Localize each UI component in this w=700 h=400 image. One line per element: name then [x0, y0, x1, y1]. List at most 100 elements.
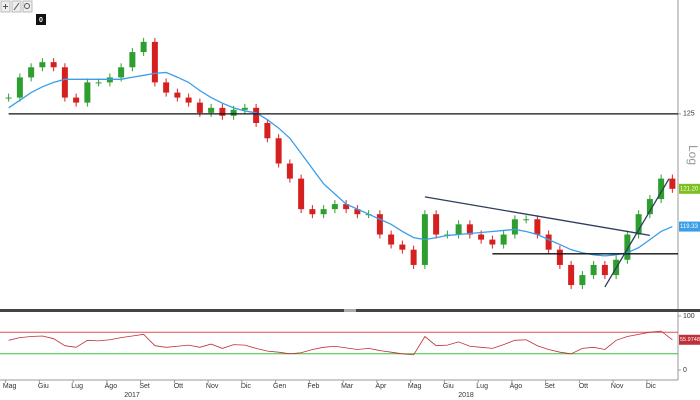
tool-zoom[interactable]	[22, 0, 33, 13]
panel-handle[interactable]	[344, 309, 356, 312]
x-tick-label: Set	[544, 383, 555, 390]
candle	[455, 224, 462, 235]
candle	[28, 67, 35, 78]
candle	[320, 209, 327, 215]
candle	[568, 264, 575, 286]
x-tick-label: Nov	[206, 383, 219, 390]
candle	[579, 275, 586, 286]
candle	[129, 52, 136, 68]
candle	[73, 97, 80, 103]
x-tick-label: Gen	[273, 383, 286, 390]
candle	[646, 199, 653, 215]
candle	[208, 107, 215, 113]
last-value-box	[679, 183, 700, 194]
candle	[230, 109, 237, 116]
candle	[624, 234, 631, 260]
x-tick-label: Ago	[510, 383, 523, 390]
icon	[13, 2, 20, 11]
x-tick-label: Ott	[174, 383, 183, 390]
candle	[163, 82, 170, 93]
rsi-line	[8, 330, 673, 356]
rsi-last-box	[679, 334, 700, 345]
candle	[410, 249, 417, 265]
year-label: 2017	[124, 392, 140, 399]
last-value-label: 121.20	[680, 186, 699, 192]
candle	[118, 67, 125, 78]
candle	[298, 178, 305, 210]
candle	[5, 97, 12, 99]
candle	[534, 219, 541, 235]
candle	[511, 219, 518, 235]
candle	[489, 239, 496, 245]
x-tick-label: Nov	[611, 383, 624, 390]
x-tick-label: Mar	[341, 383, 354, 390]
trendline	[424, 196, 650, 236]
candle	[39, 62, 46, 68]
candle	[669, 178, 676, 189]
candle	[95, 82, 102, 84]
candle	[343, 204, 350, 210]
candle	[16, 77, 23, 98]
toolbar: 0	[0, 0, 46, 25]
candle	[185, 97, 192, 103]
candle	[275, 138, 282, 164]
x-tick-label: Apr	[375, 383, 387, 390]
candle	[545, 234, 552, 250]
last-value-box	[679, 221, 700, 232]
candle	[376, 214, 383, 235]
candle	[286, 163, 293, 179]
icon	[24, 3, 30, 9]
candle	[590, 264, 597, 276]
candle	[196, 102, 203, 113]
candle	[84, 82, 91, 103]
candle	[174, 92, 181, 98]
candle	[253, 107, 260, 123]
candle	[466, 224, 473, 235]
candle	[635, 214, 642, 235]
x-tick-label: Ago	[105, 383, 118, 390]
candle	[399, 244, 406, 250]
x-tick-label: Feb	[307, 383, 319, 390]
icon	[3, 4, 8, 9]
candle	[50, 62, 57, 68]
candle	[331, 204, 338, 210]
candle	[219, 107, 226, 116]
candle	[309, 209, 316, 215]
candle	[433, 214, 440, 235]
candle	[241, 107, 248, 110]
x-tick-label: Set	[139, 383, 150, 390]
x-tick-label: Mag	[3, 383, 17, 390]
x-tick-label: Ott	[579, 383, 588, 390]
counter-box	[36, 14, 46, 25]
x-tick-label: Giu	[443, 383, 454, 390]
x-tick-label: Giu	[38, 383, 49, 390]
x-tick-label: Lug	[476, 383, 488, 390]
scale-label: Log	[686, 145, 700, 165]
x-tick-label: Mag	[408, 383, 422, 390]
moving-average	[8, 71, 673, 257]
candle	[658, 178, 665, 200]
rsi-tick-label: 100	[683, 313, 695, 320]
candle	[264, 122, 271, 139]
candle	[140, 41, 147, 53]
candle	[556, 249, 563, 265]
candle	[354, 209, 361, 215]
trendline	[604, 178, 670, 288]
x-tick-label: Dic	[241, 383, 252, 390]
y-tick-label: 125	[683, 111, 695, 118]
rsi-tick-label: 0	[683, 367, 687, 374]
x-tick-label: Lug	[71, 383, 83, 390]
candle	[61, 67, 68, 98]
candle	[601, 264, 608, 276]
candle	[523, 219, 530, 221]
candle	[151, 41, 158, 83]
last-value-label: 119.33	[680, 224, 699, 230]
candle	[478, 234, 485, 240]
counter: 0	[39, 17, 43, 24]
rsi-last-label: 55.9748	[680, 337, 700, 343]
year-label: 2018	[458, 392, 474, 399]
candle	[388, 234, 395, 245]
x-tick-label: Dic	[646, 383, 657, 390]
